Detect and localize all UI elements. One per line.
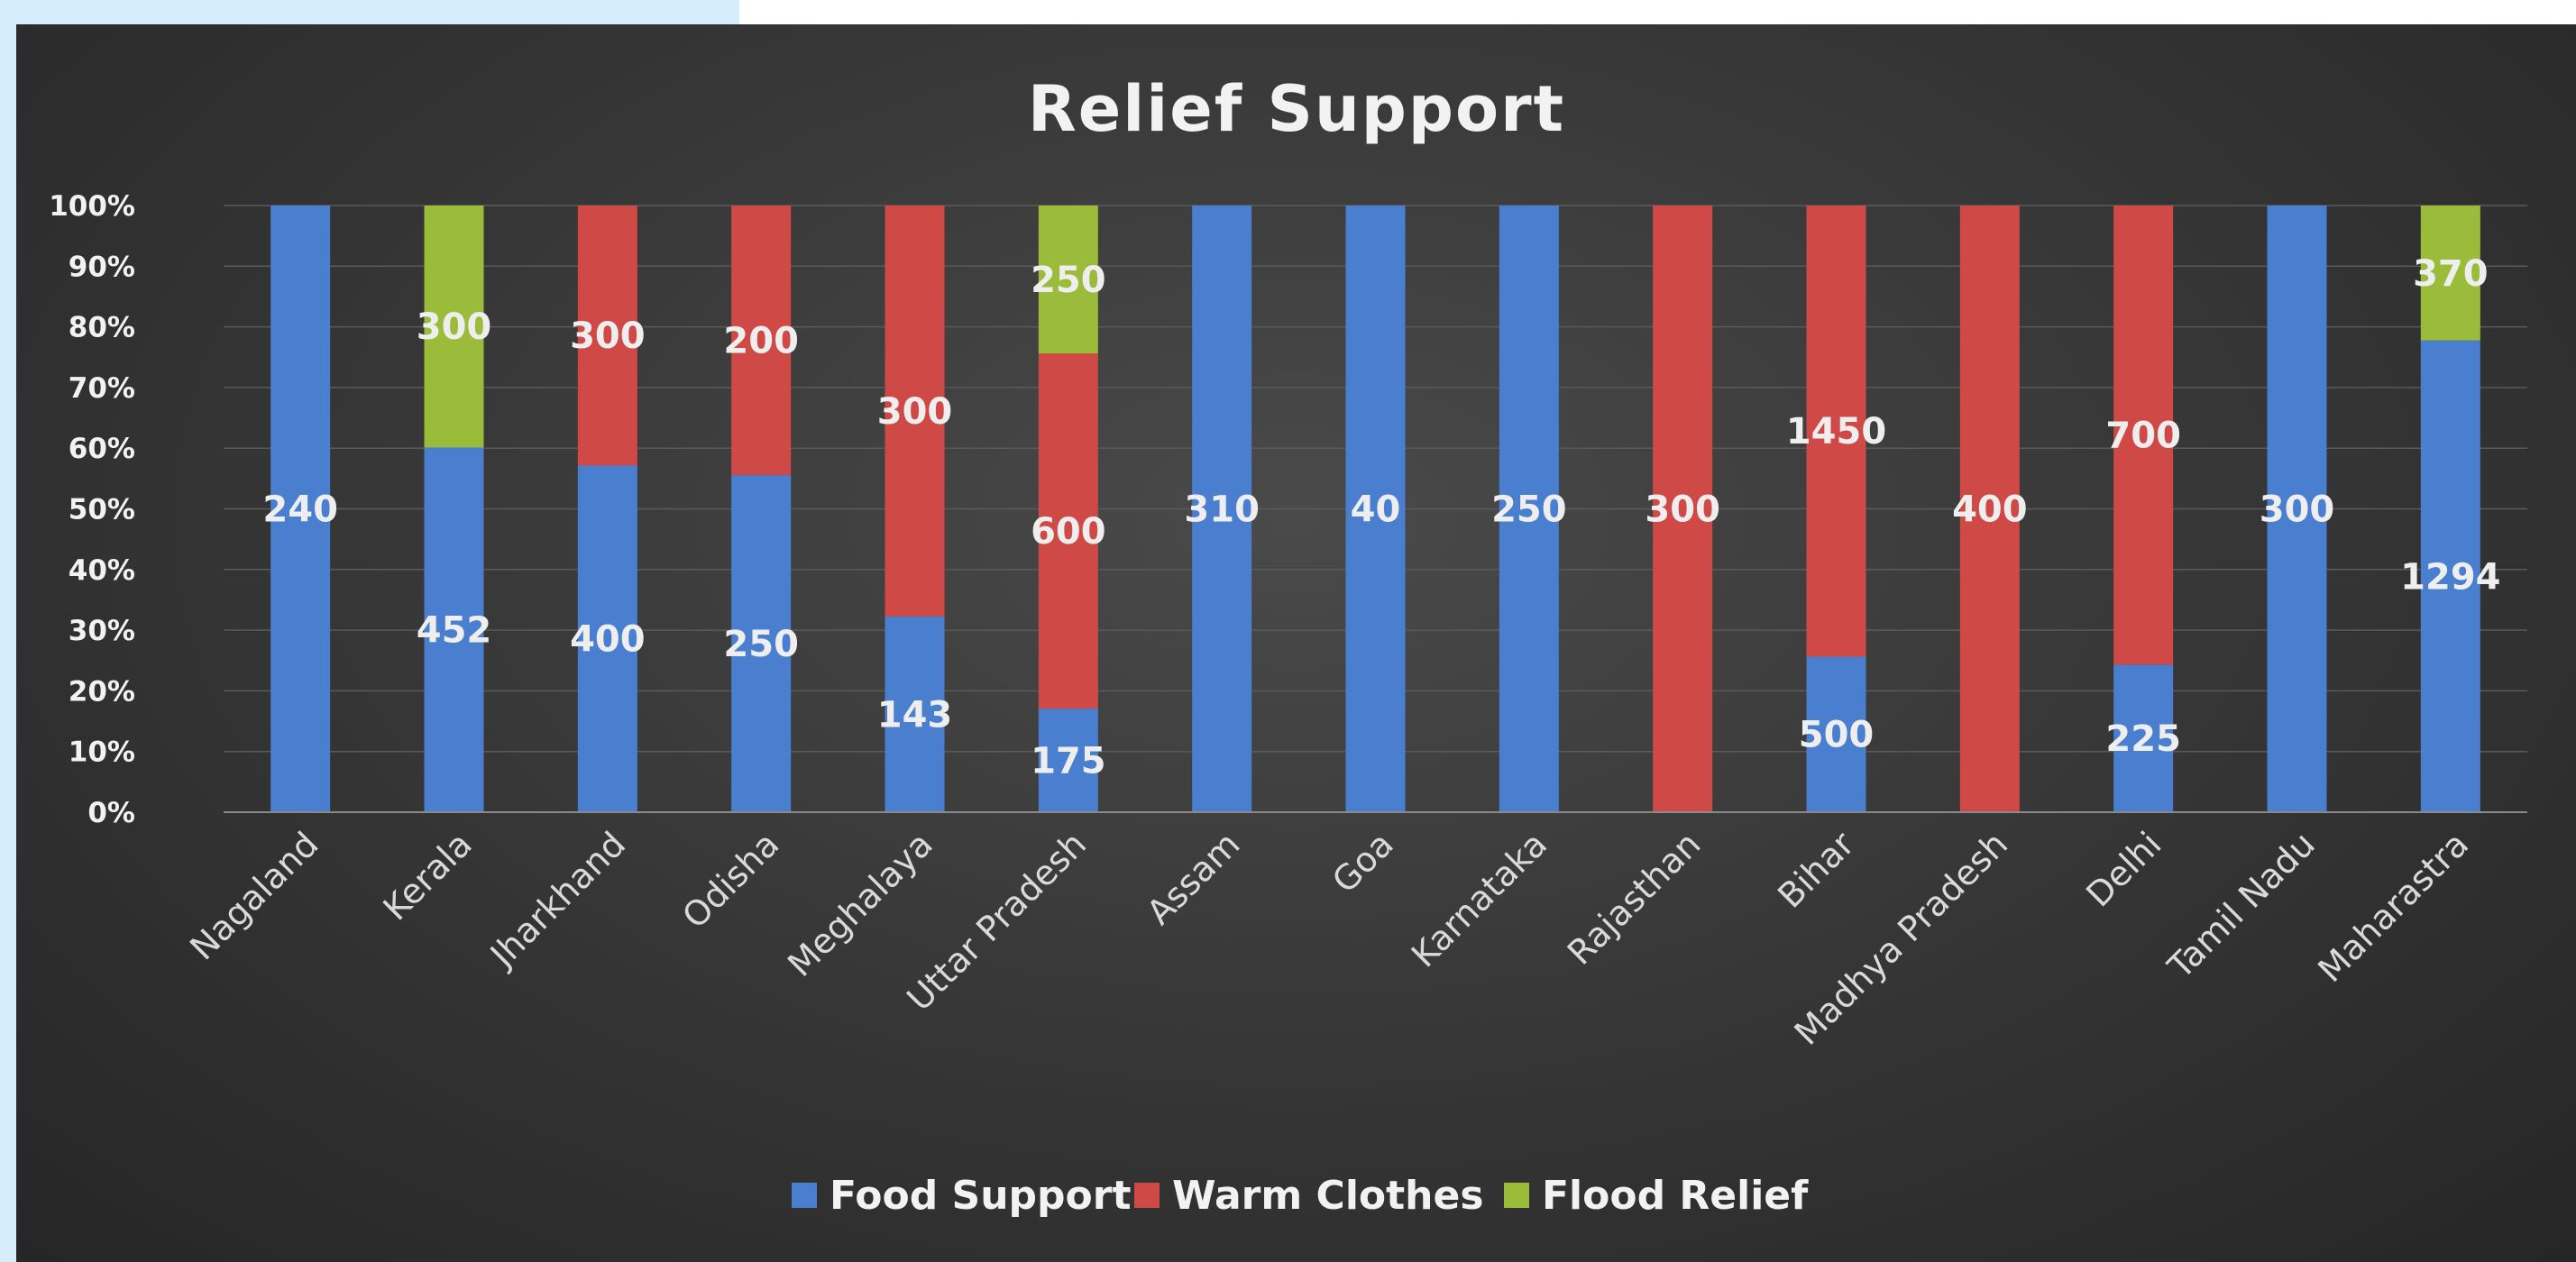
bar-segment — [1192, 206, 1252, 812]
y-tick-label: 50% — [69, 494, 135, 526]
data-label: 300 — [570, 316, 646, 357]
data-label: 500 — [1799, 715, 1875, 756]
stacked-percent-bar-chart: Relief Support 240 452 300 400 300 250 200 143 3… — [49, 72, 2527, 1219]
data-label: 175 — [1031, 741, 1106, 782]
bar-segment — [2267, 206, 2327, 812]
bar-segment — [2420, 340, 2480, 812]
data-label: 300 — [2260, 489, 2335, 531]
x-tick-label: Assam — [1139, 824, 1247, 932]
bar-segment — [2113, 664, 2174, 812]
data-label: 225 — [2105, 718, 2181, 760]
y-tick-label: 70% — [69, 372, 135, 405]
data-label: 400 — [1952, 489, 2028, 531]
y-tick-label: 30% — [69, 615, 135, 647]
bar-segment — [731, 206, 792, 476]
x-tick-label: Meghalaya — [780, 824, 940, 984]
data-label: 310 — [1184, 489, 1260, 531]
y-tick-label: 10% — [69, 736, 135, 769]
legend-swatch — [1504, 1183, 1529, 1208]
legend-label: Warm Clothes — [1172, 1173, 1484, 1219]
y-tick-label: 100% — [49, 190, 135, 223]
bar-segment — [1806, 656, 1866, 812]
bar-segment — [885, 616, 945, 812]
legend-swatch — [792, 1183, 817, 1208]
x-tick-label: Odisha — [674, 824, 786, 936]
y-tick-label: 20% — [69, 675, 135, 708]
bar-segment — [731, 475, 792, 812]
data-label: 600 — [1031, 511, 1106, 553]
x-tick-label: Delhi — [2078, 824, 2168, 914]
data-label: 250 — [1491, 489, 1567, 531]
bar-segment — [885, 206, 945, 617]
data-label: 250 — [1031, 260, 1106, 301]
data-label: 1294 — [2400, 556, 2500, 598]
chart-panel: Relief Support 240 452 300 400 300 250 200 143 3… — [16, 24, 2576, 1262]
bar-segment — [1038, 206, 1098, 354]
legend: Food Support Warm Clothes Flood Relief — [792, 1173, 1809, 1219]
data-label: 250 — [723, 624, 799, 665]
x-tick-label: Jharkhand — [481, 824, 633, 975]
legend-label: Food Support — [830, 1173, 1132, 1219]
bar-segment — [577, 206, 637, 466]
x-tick-label: Tamil Nadu — [2159, 824, 2323, 987]
chart-title: Relief Support — [1028, 72, 1565, 146]
y-tick-label: 40% — [69, 554, 135, 587]
legend-label: Flood Relief — [1542, 1173, 1809, 1219]
bar-segment — [1806, 206, 1866, 657]
bar-segment — [424, 206, 484, 448]
bar-segment — [1499, 206, 1559, 812]
data-label: 1450 — [1786, 411, 1886, 453]
y-tick-label: 90% — [69, 251, 135, 283]
x-tick-label: Nagaland — [182, 824, 325, 967]
y-tick-label: 60% — [69, 433, 135, 465]
data-label: 40 — [1351, 489, 1401, 531]
bar-segment — [1038, 709, 1098, 812]
x-tick-label: Karnataka — [1404, 824, 1554, 974]
bar-segment — [1653, 206, 1713, 812]
data-label: 300 — [877, 391, 953, 433]
y-tick-label: 0% — [87, 797, 135, 829]
data-label: 452 — [417, 610, 492, 652]
legend-swatch — [1134, 1183, 1160, 1208]
x-tick-label: Kerala — [375, 824, 479, 928]
bar-segment — [577, 465, 637, 812]
x-tick-label: Goa — [1325, 824, 1401, 901]
x-tick-label: Bihar — [1770, 824, 1862, 916]
bars — [270, 206, 2480, 812]
bar-segment — [1959, 206, 2020, 812]
bar-segment — [270, 206, 331, 812]
bar-segment — [1038, 353, 1098, 709]
bar-segment — [2420, 206, 2480, 341]
data-label: 300 — [417, 306, 492, 348]
bar-segment — [1345, 206, 1406, 812]
bar-segment — [424, 447, 484, 812]
y-tick-label: 80% — [69, 312, 135, 344]
data-label: 143 — [877, 694, 953, 736]
bar-segment — [2113, 206, 2174, 665]
data-label: 240 — [262, 489, 338, 531]
data-label: 370 — [2413, 253, 2489, 295]
data-labels: 240 452 300 400 300 250 200 143 300 175 600 250 310 4… — [262, 253, 2500, 782]
top-strip — [739, 0, 2576, 24]
data-label: 300 — [1645, 489, 1720, 531]
data-label: 200 — [723, 321, 799, 362]
x-tick-label: Maharastra — [2310, 824, 2476, 990]
x-tick-label: Rajasthan — [1560, 824, 1709, 973]
data-label: 700 — [2105, 416, 2181, 457]
data-label: 400 — [570, 619, 646, 661]
